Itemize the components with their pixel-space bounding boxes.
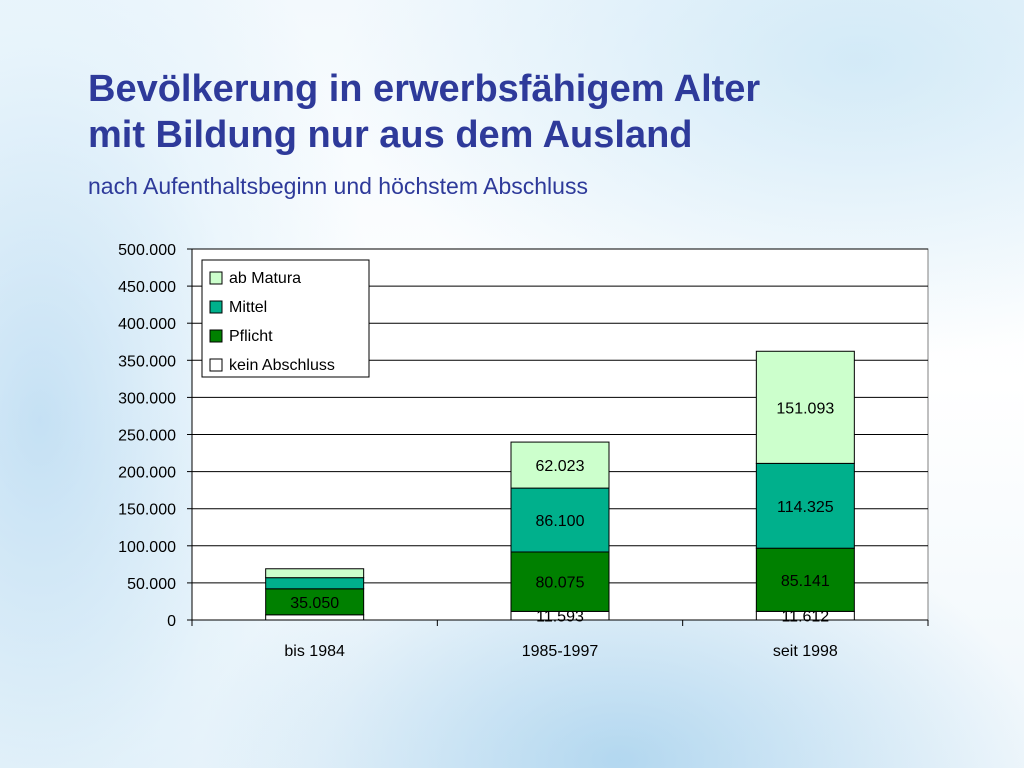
slide-title: Bevölkerung in erwerbsfähigem Alter mit … <box>88 66 760 158</box>
x-category-label: 1985-1997 <box>522 643 599 660</box>
bar-segment <box>265 588 365 616</box>
slide-subtitle: nach Aufenthaltsbeginn und höchstem Absc… <box>88 173 588 199</box>
y-tick-label: 0 <box>167 613 176 630</box>
y-tick-label: 400.000 <box>118 316 176 333</box>
x-category-label: bis 1984 <box>284 643 345 660</box>
bar-segment <box>265 614 365 621</box>
data-label: 62.023 <box>536 458 585 475</box>
y-tick-label: 250.000 <box>118 428 176 445</box>
bar-segment <box>265 577 365 590</box>
bar-segment <box>510 441 610 489</box>
legend-swatch <box>209 300 223 314</box>
data-label: 151.093 <box>776 400 834 417</box>
data-label: 85.141 <box>781 573 830 590</box>
bar-segment <box>265 568 365 579</box>
bar-segment <box>755 547 855 612</box>
legend-box <box>201 259 370 378</box>
y-tick-label: 150.000 <box>118 502 176 519</box>
data-label: 11.593 <box>536 609 584 626</box>
title-line-2: mit Bildung nur aus dem Ausland <box>88 114 693 156</box>
x-category-label: seit 1998 <box>773 643 838 660</box>
legend-swatch <box>209 358 223 372</box>
data-label: 114.325 <box>777 499 834 516</box>
y-tick-label: 350.000 <box>118 353 176 370</box>
data-label: 80.075 <box>536 575 585 592</box>
legend-swatch <box>209 271 223 285</box>
y-tick-label: 500.000 <box>118 242 176 259</box>
y-tick-label: 300.000 <box>118 390 176 407</box>
data-label: 11.612 <box>781 609 829 626</box>
legend-swatch <box>209 329 223 343</box>
bar-segment <box>510 551 610 612</box>
legend-label: ab Matura <box>229 270 301 287</box>
legend-label: Mittel <box>229 299 267 316</box>
legend-label: Pflicht <box>229 328 273 345</box>
legend-label: kein Abschluss <box>229 357 335 374</box>
y-tick-label: 200.000 <box>118 465 176 482</box>
data-label: 86.100 <box>536 513 585 530</box>
bar-segment <box>755 462 855 549</box>
bar-segment <box>755 350 855 464</box>
title-line-1: Bevölkerung in erwerbsfähigem Alter <box>88 68 761 110</box>
y-tick-label: 450.000 <box>118 279 176 296</box>
y-tick-label: 100.000 <box>118 539 176 556</box>
data-label: 35.050 <box>290 595 339 612</box>
y-tick-label: 50.000 <box>127 576 176 593</box>
